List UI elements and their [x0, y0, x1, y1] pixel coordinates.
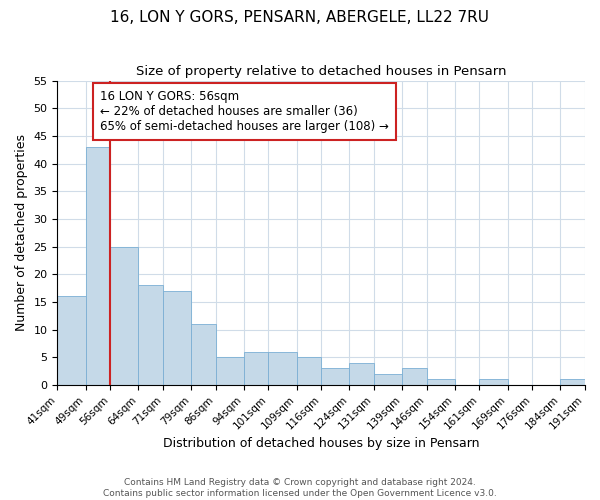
Text: Contains HM Land Registry data © Crown copyright and database right 2024.
Contai: Contains HM Land Registry data © Crown c…	[103, 478, 497, 498]
Bar	[191, 324, 215, 385]
Bar	[139, 286, 163, 385]
Text: 16 LON Y GORS: 56sqm
← 22% of detached houses are smaller (36)
65% of semi-detac: 16 LON Y GORS: 56sqm ← 22% of detached h…	[100, 90, 388, 132]
Y-axis label: Number of detached properties: Number of detached properties	[15, 134, 28, 331]
Bar	[402, 368, 427, 385]
Bar	[86, 147, 110, 385]
Bar	[479, 380, 508, 385]
Bar	[374, 374, 402, 385]
Bar	[58, 296, 86, 385]
Bar	[427, 380, 455, 385]
Bar	[268, 352, 296, 385]
Title: Size of property relative to detached houses in Pensarn: Size of property relative to detached ho…	[136, 65, 506, 78]
Bar	[163, 291, 191, 385]
Bar	[321, 368, 349, 385]
X-axis label: Distribution of detached houses by size in Pensarn: Distribution of detached houses by size …	[163, 437, 479, 450]
Bar	[349, 362, 374, 385]
Bar	[244, 352, 268, 385]
Bar	[215, 357, 244, 385]
Bar	[110, 246, 139, 385]
Bar	[296, 357, 321, 385]
Text: 16, LON Y GORS, PENSARN, ABERGELE, LL22 7RU: 16, LON Y GORS, PENSARN, ABERGELE, LL22 …	[110, 10, 490, 25]
Bar	[560, 380, 585, 385]
